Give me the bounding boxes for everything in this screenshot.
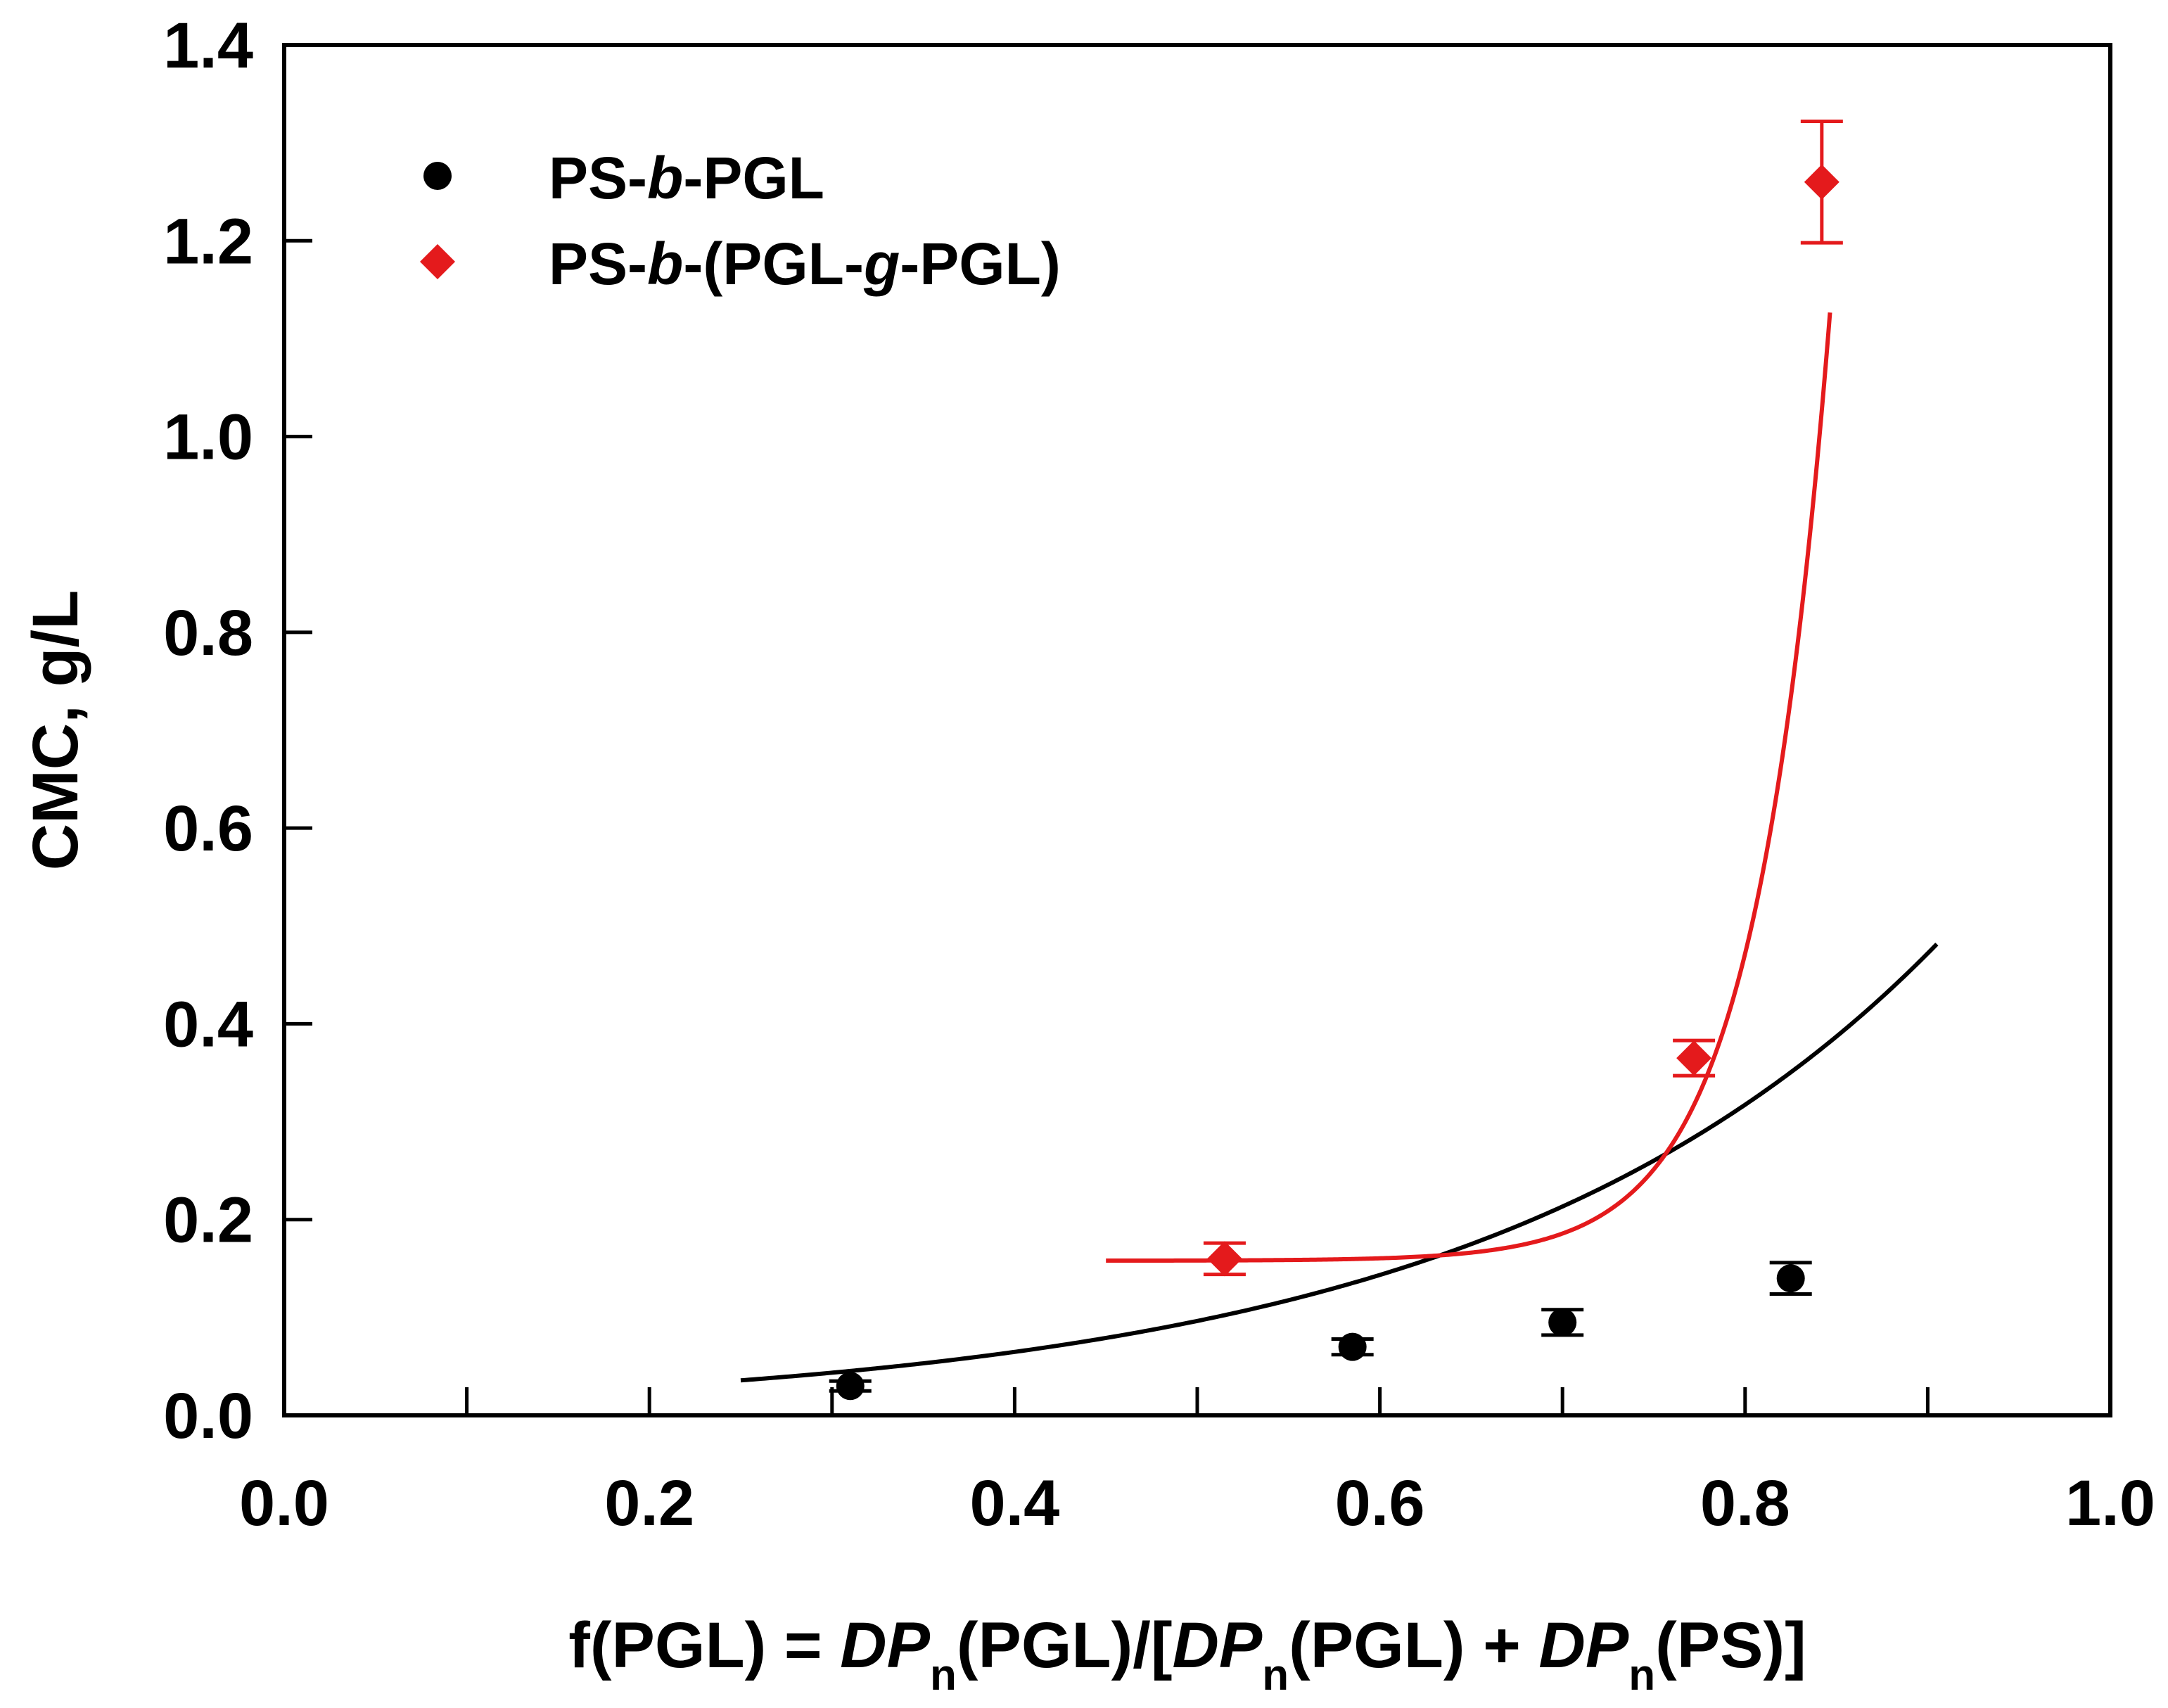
x-axis-label-part: f(PGL) = — [568, 1610, 840, 1681]
x-tick-label: 0.0 — [239, 1467, 329, 1539]
y-tick-label: 1.0 — [163, 402, 253, 473]
x-tick-label: 0.2 — [604, 1467, 694, 1539]
legend-label-series-2-part: -(PGL- — [683, 231, 864, 297]
legend-label-series-2-part: -PGL) — [900, 231, 1061, 297]
y-axis-label: CMC, g/L — [20, 590, 91, 871]
data-point-series-1 — [1776, 1264, 1805, 1293]
x-axis-label-part: n — [1262, 1651, 1289, 1700]
fit-curve-series-1 — [740, 942, 1939, 1383]
label-layer: 0.0 0.2 0.4 0.6 0.8 1.0 0.0 0.2 0.4 0.6 0.8 1.0 1.2 1… — [20, 10, 2155, 1700]
x-axis-label-part: n — [930, 1651, 957, 1700]
y-tick-label: 0.0 — [163, 1380, 253, 1452]
legend-label-series-1-part: b — [647, 145, 683, 211]
x-axis-label-part: DP — [1172, 1610, 1262, 1681]
x-axis-label-part: DP — [1538, 1610, 1628, 1681]
data-point-series-2 — [1206, 1241, 1242, 1277]
x-axis-label-part: (PS)] — [1655, 1610, 1806, 1681]
y-tick-label: 0.4 — [163, 988, 253, 1060]
legend-label-series-2-part: PS- — [549, 231, 647, 297]
data-point-series-1 — [1548, 1308, 1577, 1337]
legend-label-series-1: PS-b-PGL — [549, 145, 824, 211]
data-point-series-2 — [1804, 164, 1839, 200]
legend-label-series-1-part: PS- — [549, 145, 647, 211]
data-point-series-2 — [1676, 1040, 1712, 1076]
x-tick-label: 0.6 — [1335, 1467, 1425, 1539]
x-axis-label-part: n — [1628, 1651, 1655, 1700]
y-tick-label: 0.6 — [163, 793, 253, 865]
legend-label-series-1-part: -PGL — [683, 145, 824, 211]
x-axis-label: f(PGL) = DPn(PGL)/[DPn(PGL) + DPn(PS)] — [568, 1610, 1806, 1700]
y-tick-label: 1.2 — [163, 205, 253, 277]
tick-layer — [282, 43, 2112, 1417]
y-tick-label: 0.8 — [163, 597, 253, 669]
legend-label-series-2: PS-b-(PGL-g-PGL) — [549, 231, 1061, 297]
legend-label-series-2-part: b — [647, 231, 683, 297]
y-tick-label: 0.2 — [163, 1185, 253, 1256]
x-tick-label: 0.8 — [1700, 1467, 1790, 1539]
marker-layer — [829, 120, 1843, 1401]
x-axis-label-part: (PGL)/[ — [957, 1610, 1173, 1681]
legend-marker-series-2 — [420, 244, 455, 279]
legend-label-series-2-part: g — [863, 231, 900, 297]
y-tick-label: 1.4 — [163, 10, 253, 82]
x-tick-label: 1.0 — [2065, 1467, 2155, 1539]
legend-marker-series-1 — [423, 162, 452, 190]
data-point-series-1 — [836, 1372, 865, 1401]
x-tick-label: 0.4 — [969, 1467, 1059, 1539]
data-point-series-1 — [1338, 1332, 1367, 1361]
x-axis-label-part: (PGL) + — [1289, 1610, 1538, 1681]
x-axis-label-part: DP — [840, 1610, 930, 1681]
